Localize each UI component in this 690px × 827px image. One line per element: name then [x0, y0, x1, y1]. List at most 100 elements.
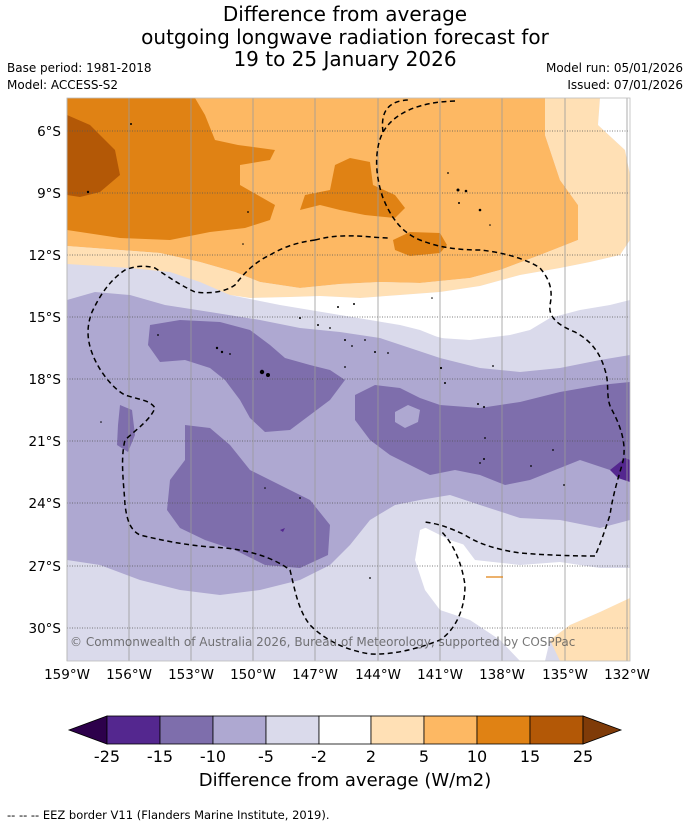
- island: [492, 365, 494, 367]
- island: [351, 345, 353, 347]
- anomaly-minus10-hole: [395, 405, 420, 428]
- colorbar-tick: 2: [366, 747, 376, 766]
- island: [479, 462, 481, 464]
- eez-border-north: [314, 99, 625, 557]
- island: [489, 224, 491, 226]
- anomaly-plus2-bottom-right: [550, 598, 630, 661]
- lat-tick: 21°S: [29, 434, 62, 450]
- island: [344, 339, 346, 341]
- island: [447, 172, 449, 174]
- lon-tick: 156°W: [106, 667, 152, 683]
- colorbar-segment: [423, 715, 478, 745]
- island: [353, 303, 355, 305]
- island: [220, 350, 224, 354]
- island: [259, 369, 265, 375]
- lon-tick: 159°W: [44, 667, 90, 683]
- island: [563, 484, 565, 486]
- island: [130, 123, 132, 125]
- island: [456, 188, 460, 192]
- eez-border-west: [87, 239, 466, 655]
- lat-tick: 12°S: [29, 248, 62, 264]
- island: [484, 437, 486, 439]
- colorbar-tick: -5: [258, 747, 274, 766]
- island: [431, 297, 433, 299]
- island: [444, 382, 446, 384]
- colorbar-label: Difference from average (W/m2): [198, 770, 492, 791]
- colorbar-segment: [529, 715, 584, 745]
- anomaly-plus15-region: [67, 115, 120, 197]
- island: [329, 327, 331, 329]
- issued-date: Issued: 07/01/2026: [567, 78, 683, 92]
- colorbar-tick: 10: [467, 747, 487, 766]
- island: [229, 353, 231, 355]
- island: [439, 366, 443, 370]
- lat-tick: 9°S: [37, 186, 61, 202]
- island: [458, 202, 460, 204]
- anomaly-minus15-region-south: [167, 425, 330, 568]
- island: [464, 189, 468, 193]
- island: [483, 458, 485, 460]
- title-line-2: outgoing longwave radiation forecast for: [141, 25, 549, 49]
- island: [364, 339, 366, 341]
- island: [387, 352, 389, 354]
- island: [483, 406, 485, 408]
- lon-tick: 141°W: [417, 667, 463, 683]
- lon-tick: 135°W: [542, 667, 588, 683]
- island: [374, 351, 376, 353]
- anomaly-neutral-bottom: [415, 520, 630, 661]
- colorbar: -25 -15 -10 -5 -2 2 5 10 15 25: [67, 715, 623, 766]
- colorbar-tick: -10: [200, 747, 226, 766]
- copyright-notice: © Commonwealth of Australia 2026, Bureau…: [70, 635, 575, 649]
- base-period: Base period: 1981-2018: [7, 61, 152, 75]
- lat-tick: 24°S: [29, 496, 62, 512]
- lon-tick: 144°W: [355, 667, 401, 683]
- colorbar-tick: 15: [520, 747, 540, 766]
- island: [317, 324, 319, 326]
- island: [299, 497, 301, 499]
- anomaly-plus10-region-east: [393, 232, 447, 256]
- map-gridlines: [66, 98, 630, 661]
- lon-tick: 132°W: [604, 667, 650, 683]
- island: [86, 190, 90, 194]
- anomaly-minus15-region-east: [355, 382, 630, 485]
- colorbar-tick: -25: [94, 747, 120, 766]
- colorbar-segment: [265, 715, 320, 745]
- eez-footnote: -- -- -- EEZ border V11 (Flanders Marine…: [7, 808, 330, 822]
- colorbar-tick: 25: [573, 747, 593, 766]
- map-frame: [66, 97, 631, 662]
- island: [157, 334, 159, 336]
- island: [215, 346, 219, 350]
- colorbar-extend-high: [582, 715, 623, 745]
- anomaly-neutral-top-right: [598, 98, 630, 175]
- colorbar-segment: [476, 715, 531, 745]
- colorbar-tick: -15: [147, 747, 173, 766]
- lat-tick: 15°S: [29, 310, 62, 326]
- islands: [86, 123, 565, 579]
- island: [337, 306, 339, 308]
- anomaly-minus15-region-sw: [117, 405, 135, 452]
- colorbar-segment: [159, 715, 214, 745]
- anomaly-plus10-region-west: [67, 98, 275, 240]
- island: [344, 366, 346, 368]
- island: [477, 403, 479, 405]
- title-line-3: 19 to 25 January 2026: [233, 47, 457, 71]
- island: [266, 373, 270, 377]
- lat-tick: 27°S: [29, 559, 62, 575]
- anomaly-plus2-region: [67, 98, 630, 298]
- island: [478, 208, 482, 212]
- lon-tick: 147°W: [292, 667, 338, 683]
- title-line-1: Difference from average: [222, 2, 468, 26]
- lon-tick: 153°W: [168, 667, 214, 683]
- island: [242, 243, 244, 245]
- colorbar-tick: -2: [311, 747, 327, 766]
- model-run: Model run: 05/01/2026: [545, 61, 683, 75]
- island: [299, 317, 301, 319]
- model-name: Model: ACCESS-S2: [7, 78, 119, 92]
- colorbar-segment: [318, 715, 372, 745]
- island: [530, 465, 532, 467]
- island: [100, 421, 102, 423]
- colorbar-segment: [212, 715, 267, 745]
- eez-borders: [87, 99, 625, 655]
- colorbar-segment: [370, 715, 425, 745]
